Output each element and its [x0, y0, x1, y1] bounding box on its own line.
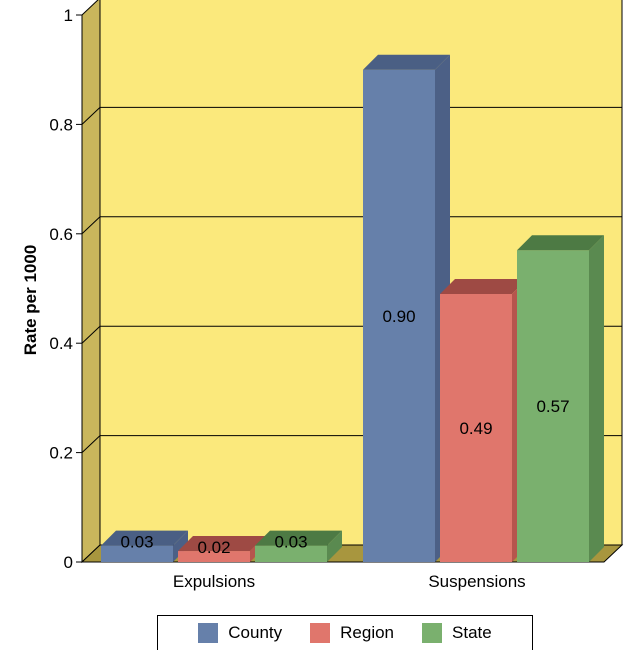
- bar-region: [178, 551, 250, 562]
- bar-region: [440, 293, 512, 562]
- bar-side: [173, 530, 188, 562]
- y-axis-label: Rate per 1000: [21, 245, 40, 356]
- data-label: 0.03: [274, 533, 307, 552]
- y-tick-label: 0.6: [49, 225, 73, 244]
- bar-side: [327, 530, 342, 562]
- legend-swatch: [310, 623, 331, 643]
- data-label: 0.02: [197, 538, 230, 557]
- y-tick-label: 0.4: [49, 334, 73, 353]
- bars: 0.03 0.02 0.03 0.90 0.49 0.57: [101, 54, 604, 562]
- x-tick-label: Suspensions: [428, 572, 525, 591]
- data-label: 0.90: [382, 307, 415, 326]
- grid-line-side: [81, 325, 101, 344]
- grid-line-side: [81, 107, 101, 125]
- bar-chart: 00.20.40.60.81 0.03 0.02 0.030.900.490.57 …: [21, 0, 624, 591]
- legend-item: Region: [310, 623, 394, 643]
- legend-swatch: [422, 623, 443, 643]
- data-label: 0.49: [459, 419, 492, 438]
- x-axis: Expulsions Suspensions: [173, 572, 526, 591]
- bar-county: [363, 69, 435, 562]
- bar-state: [255, 545, 327, 562]
- bar-top: [178, 536, 265, 552]
- y-tick-label: 0.8: [49, 115, 73, 134]
- legend-swatch: [198, 623, 219, 643]
- bar-top: [255, 530, 342, 546]
- y-axis: 0 0.2 0.4 0.6 0.8 1: [49, 6, 82, 572]
- legend-label: County: [228, 623, 283, 642]
- bar-side: [589, 235, 604, 562]
- bar-top: [440, 278, 527, 294]
- legend-item: State: [422, 623, 492, 643]
- bar-state: [517, 250, 589, 562]
- bar-top: [517, 235, 604, 251]
- legend: County Region State: [157, 615, 533, 650]
- bar-top: [363, 54, 450, 70]
- legend-item: County: [198, 623, 282, 643]
- legend-label: Region: [340, 623, 395, 642]
- grid-line-side: [81, 435, 101, 453]
- bar-county: [101, 545, 173, 562]
- y-tick-label: 0.2: [49, 444, 73, 463]
- grid-line-side: [81, 216, 101, 235]
- plot-side-wall: [81, 0, 101, 564]
- data-label: 0.57: [536, 397, 569, 416]
- y-tick-label: 0: [64, 553, 73, 572]
- data-label: 0.03: [120, 533, 153, 552]
- legend-label: State: [452, 623, 492, 642]
- y-tick-label: 1: [64, 6, 73, 25]
- x-tick-label: Expulsions: [173, 572, 255, 591]
- bar-top: [101, 530, 188, 546]
